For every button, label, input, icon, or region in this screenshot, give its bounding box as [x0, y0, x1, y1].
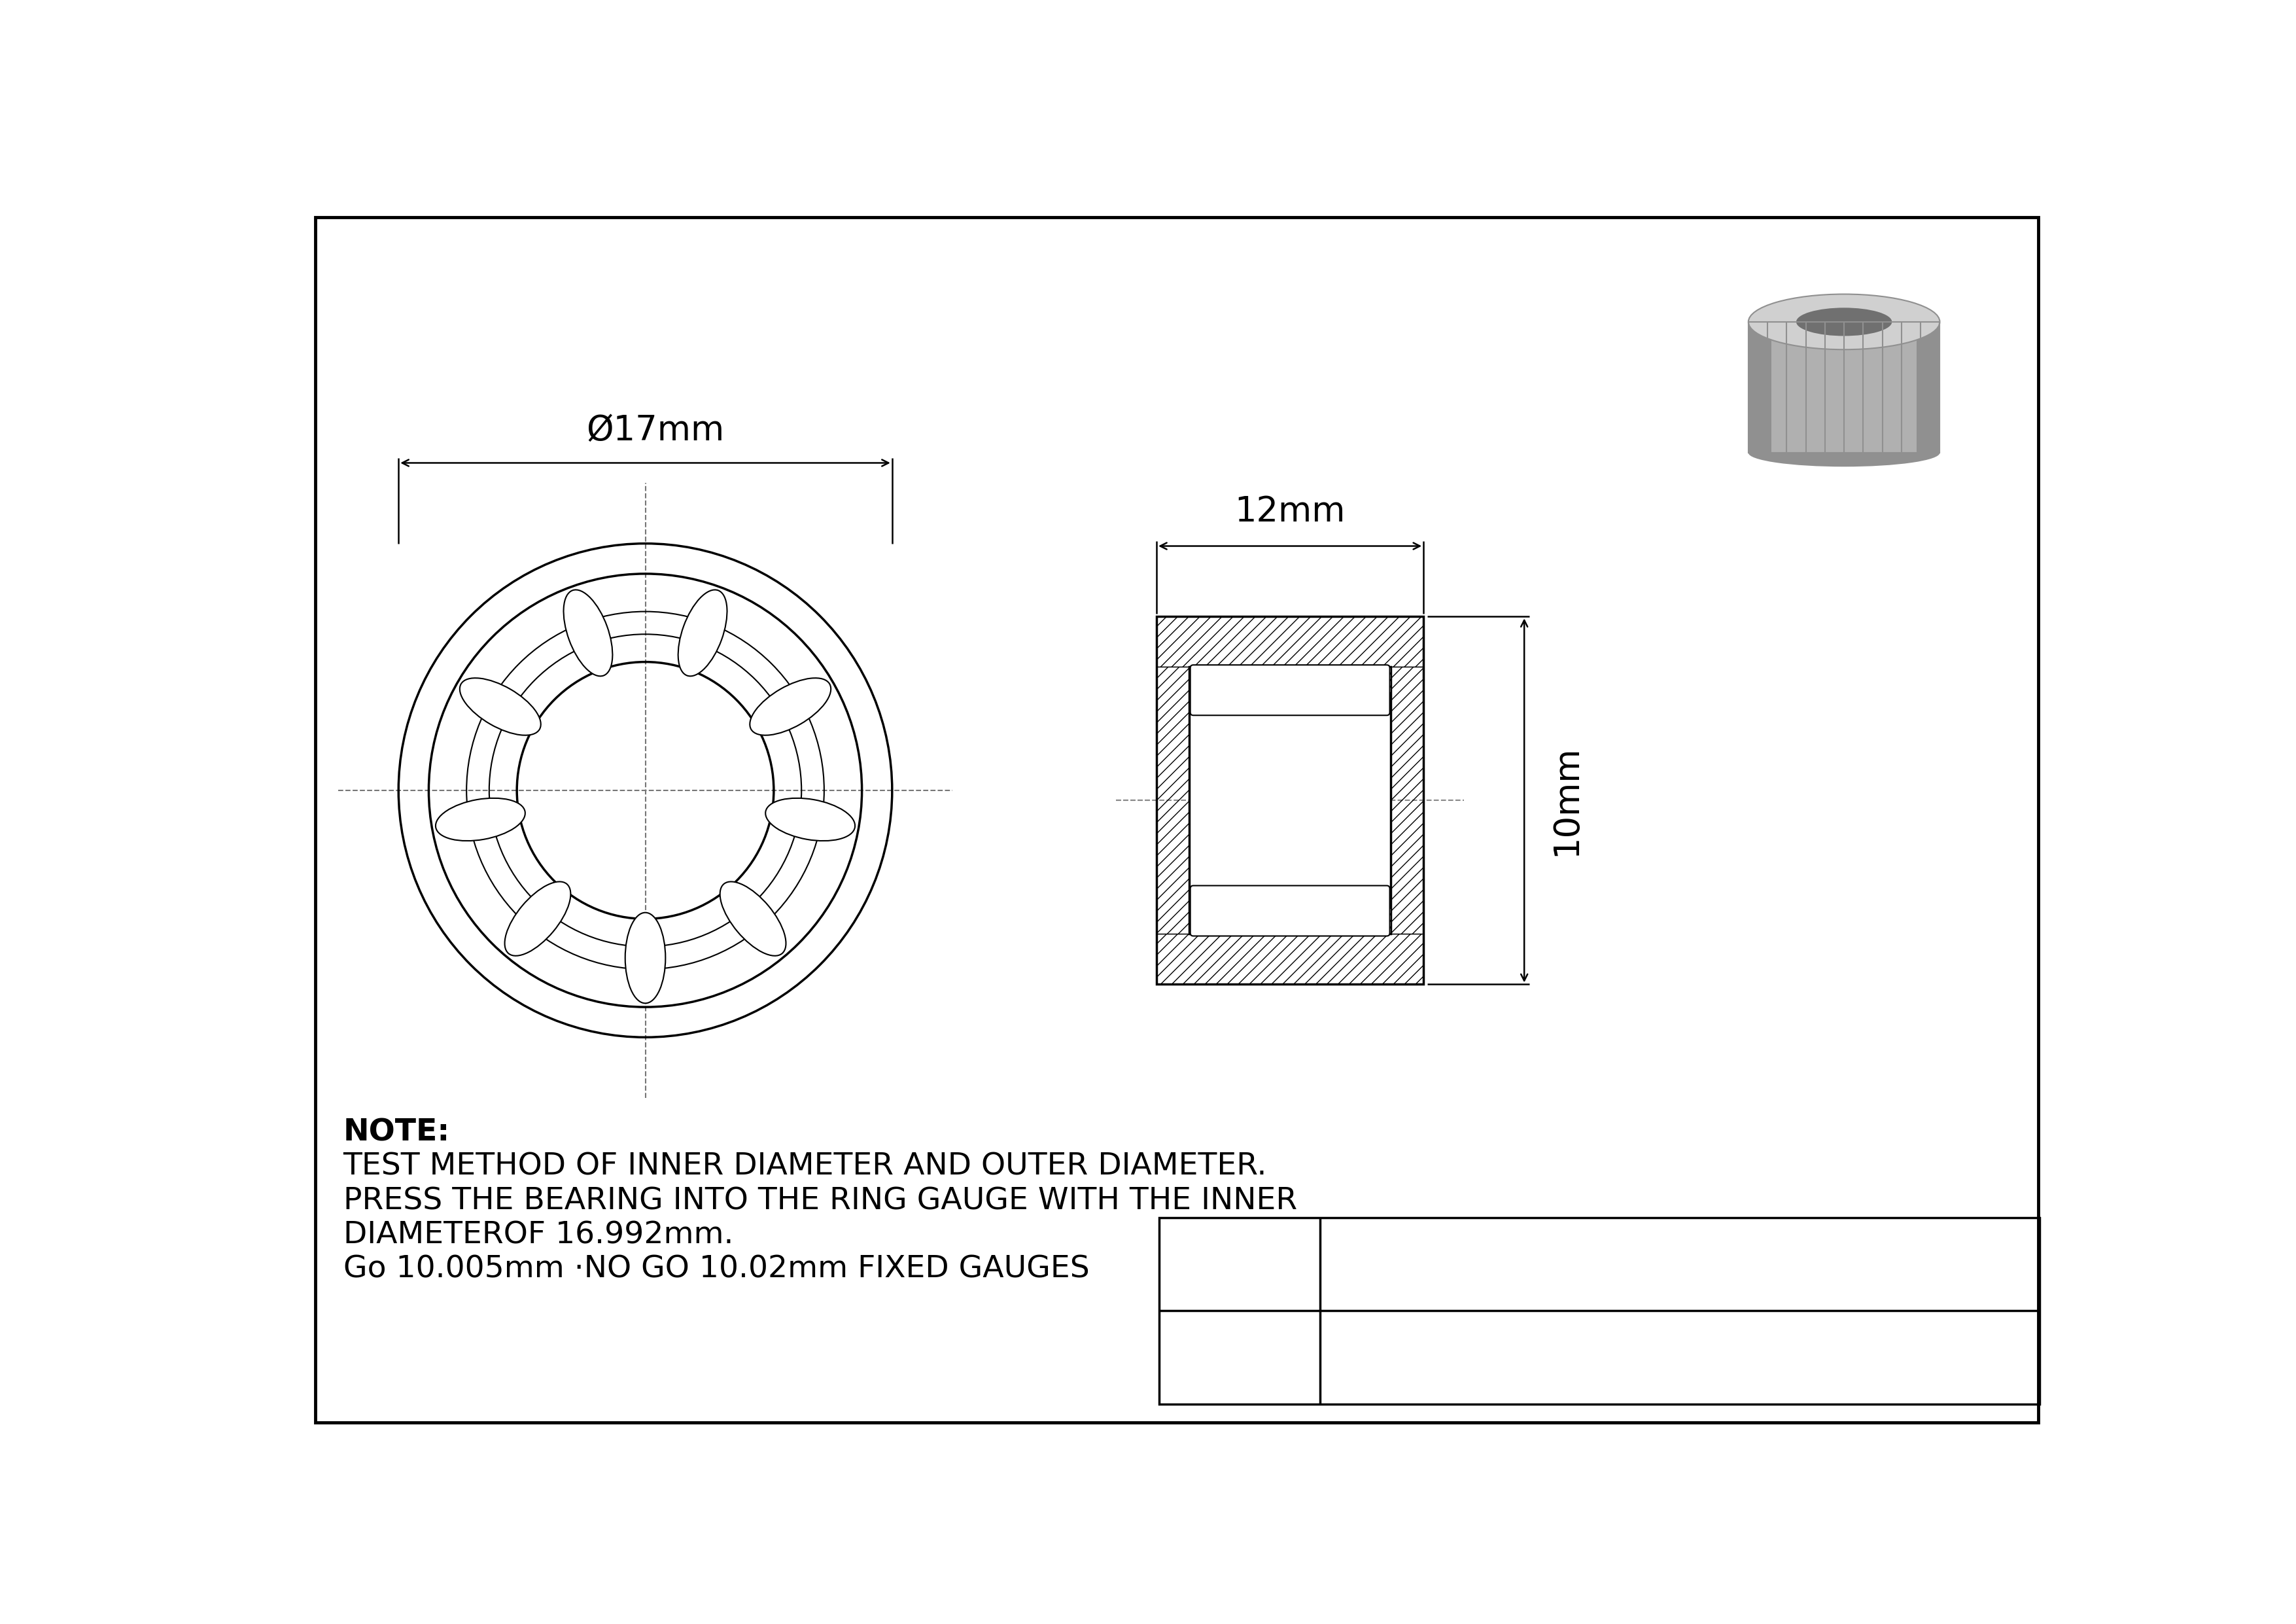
Bar: [1747, 322, 1940, 453]
Ellipse shape: [505, 882, 572, 957]
Ellipse shape: [1747, 294, 1940, 349]
Ellipse shape: [459, 679, 542, 736]
Ellipse shape: [625, 913, 666, 1004]
Text: Number: Number: [1189, 1354, 1290, 1379]
FancyBboxPatch shape: [1189, 664, 1389, 715]
Ellipse shape: [721, 882, 785, 957]
Text: LILY: LILY: [1171, 1234, 1309, 1294]
Polygon shape: [1157, 667, 1189, 934]
Ellipse shape: [1795, 307, 1892, 336]
Text: PRESS THE BEARING INTO THE RING GAUGE WITH THE INNER: PRESS THE BEARING INTO THE RING GAUGE WI…: [342, 1187, 1297, 1216]
Text: Email: lilybearing@lily-bearing.com: Email: lilybearing@lily-bearing.com: [1472, 1270, 1890, 1291]
Text: 10mm: 10mm: [1550, 745, 1584, 856]
Text: TA1012Z: TA1012Z: [1600, 1317, 1761, 1348]
Ellipse shape: [751, 679, 831, 736]
Text: ®: ®: [1267, 1236, 1290, 1257]
Ellipse shape: [677, 590, 728, 676]
Text: SHANGHAI LILY BEARING LIMITED: SHANGHAI LILY BEARING LIMITED: [1424, 1234, 1938, 1262]
Polygon shape: [1189, 908, 1215, 934]
Text: NOTE:: NOTE:: [342, 1117, 450, 1147]
Ellipse shape: [1747, 438, 1940, 466]
Circle shape: [393, 539, 898, 1043]
Polygon shape: [1189, 667, 1215, 693]
Text: IKO Needle Roller Bearings: IKO Needle Roller Bearings: [1511, 1369, 1851, 1393]
Text: Part: Part: [1215, 1337, 1265, 1361]
Text: 12mm: 12mm: [1235, 494, 1345, 528]
FancyBboxPatch shape: [1189, 885, 1389, 935]
Bar: [1157, 617, 1424, 984]
Ellipse shape: [436, 797, 526, 841]
Text: Go 10.005mm ·NO GO 10.02mm FIXED GAUGES: Go 10.005mm ·NO GO 10.02mm FIXED GAUGES: [342, 1255, 1088, 1285]
Polygon shape: [1364, 667, 1391, 693]
Polygon shape: [1157, 934, 1424, 984]
Ellipse shape: [765, 797, 854, 841]
Bar: [1917, 322, 1940, 453]
Text: DIAMETEROF 16.992mm.: DIAMETEROF 16.992mm.: [342, 1221, 732, 1250]
Polygon shape: [1391, 667, 1424, 934]
Text: TEST METHOD OF INNER DIAMETER AND OUTER DIAMETER.: TEST METHOD OF INNER DIAMETER AND OUTER …: [342, 1151, 1267, 1182]
Ellipse shape: [563, 590, 613, 676]
Polygon shape: [1364, 908, 1391, 934]
Bar: [1747, 322, 1770, 453]
Bar: [1157, 617, 1424, 984]
Bar: [1747, 322, 1940, 453]
Bar: [1159, 1218, 2039, 1405]
Bar: [1189, 667, 1391, 934]
Text: Ø17mm: Ø17mm: [585, 414, 726, 448]
Polygon shape: [1157, 617, 1424, 667]
